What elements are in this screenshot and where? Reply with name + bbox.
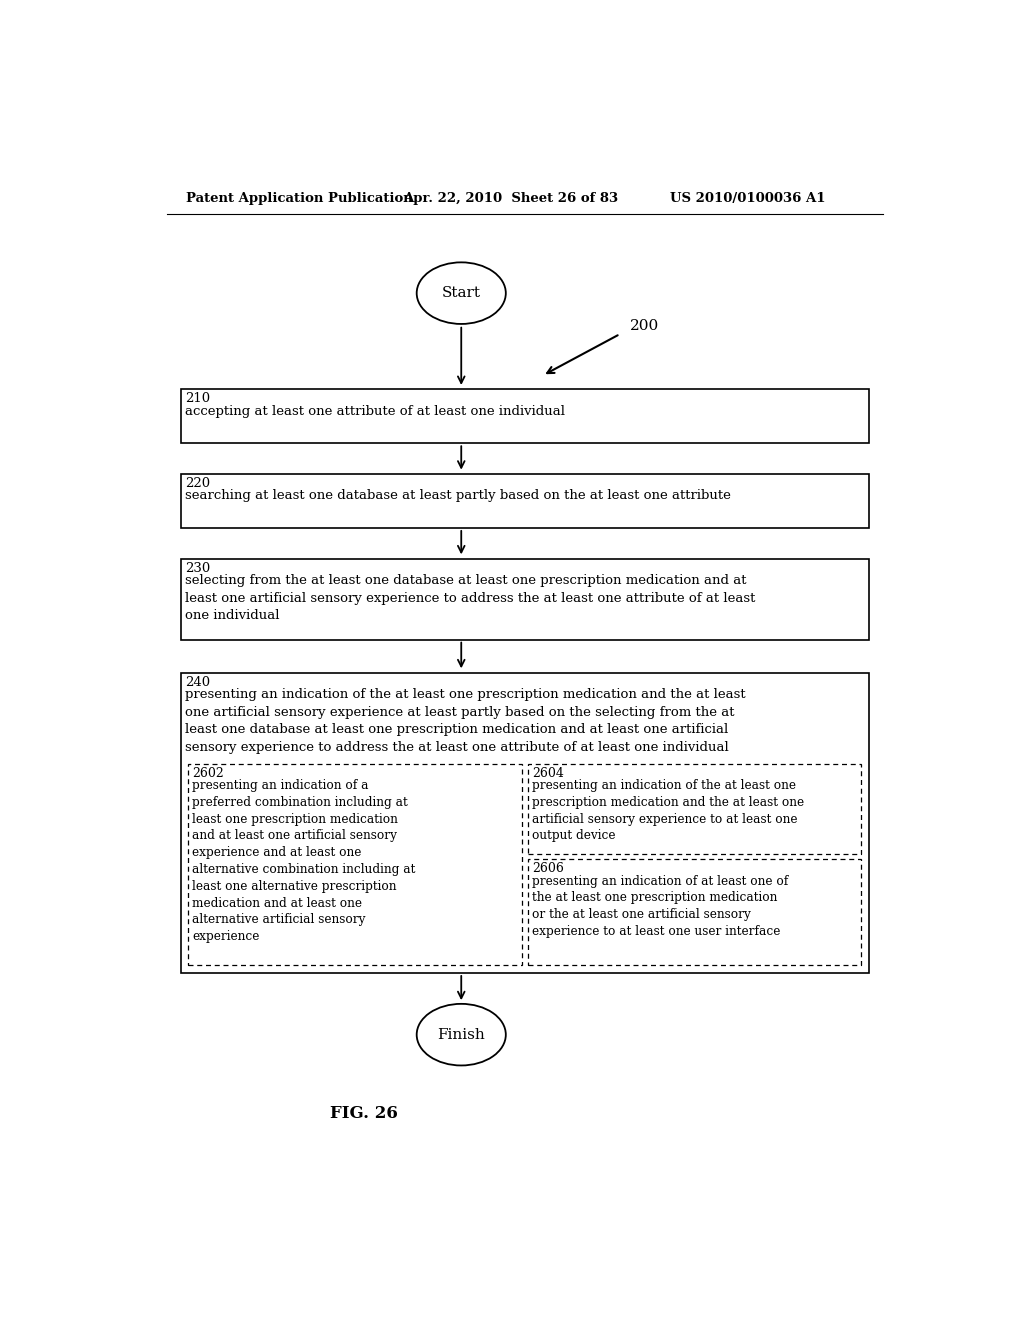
Text: presenting an indication of at least one of
the at least one prescription medica: presenting an indication of at least one…: [531, 875, 788, 939]
Text: US 2010/0100036 A1: US 2010/0100036 A1: [671, 191, 826, 205]
Bar: [180, 389, 869, 444]
Text: 220: 220: [185, 478, 211, 490]
Text: selecting from the at least one database at least one prescription medication an: selecting from the at least one database…: [185, 574, 756, 622]
Bar: [528, 859, 861, 965]
Text: 210: 210: [185, 392, 211, 405]
Text: Apr. 22, 2010  Sheet 26 of 83: Apr. 22, 2010 Sheet 26 of 83: [403, 191, 618, 205]
Bar: [180, 673, 869, 973]
Text: presenting an indication of a
preferred combination including at
least one presc: presenting an indication of a preferred …: [193, 779, 416, 944]
Text: presenting an indication of the at least one
prescription medication and the at : presenting an indication of the at least…: [531, 779, 804, 842]
Text: Patent Application Publication: Patent Application Publication: [186, 191, 413, 205]
Text: Finish: Finish: [437, 1028, 485, 1041]
Text: searching at least one database at least partly based on the at least one attrib: searching at least one database at least…: [185, 490, 731, 503]
Text: 2604: 2604: [531, 767, 563, 780]
Text: FIG. 26: FIG. 26: [331, 1105, 398, 1122]
Bar: [528, 763, 861, 854]
Text: 2606: 2606: [531, 862, 563, 875]
Bar: [180, 558, 869, 640]
Text: 2602: 2602: [193, 767, 224, 780]
Bar: [180, 474, 869, 528]
Text: Start: Start: [441, 286, 480, 300]
Text: 200: 200: [630, 319, 659, 333]
Text: 240: 240: [185, 676, 211, 689]
Text: presenting an indication of the at least one prescription medication and the at : presenting an indication of the at least…: [185, 688, 745, 754]
Text: accepting at least one attribute of at least one individual: accepting at least one attribute of at l…: [185, 405, 565, 418]
Bar: [188, 763, 521, 965]
Text: 230: 230: [185, 562, 211, 576]
